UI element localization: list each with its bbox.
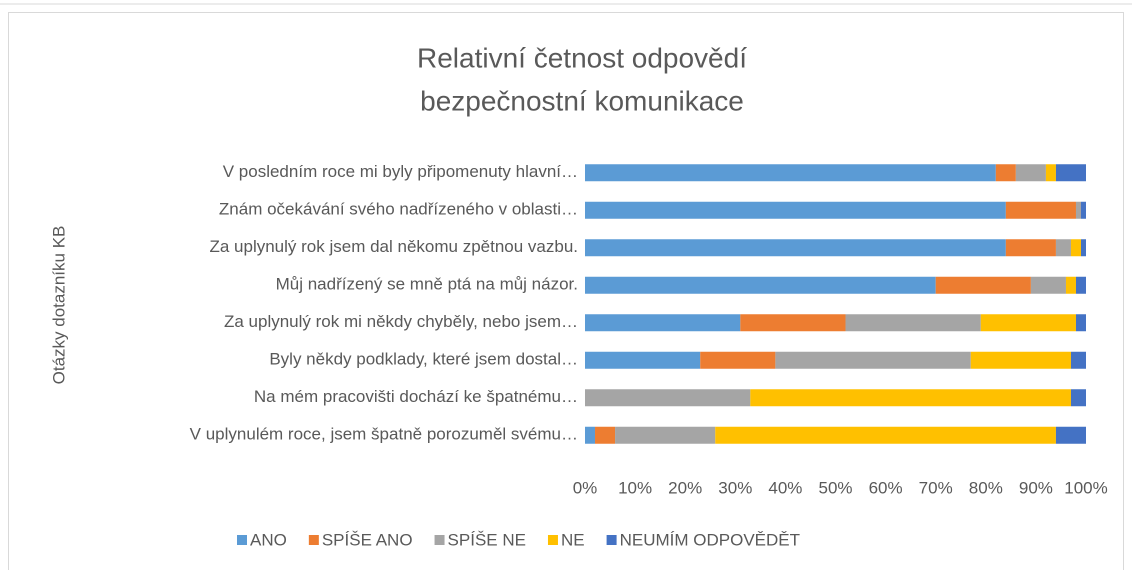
y-tick-label: Můj nadřízený se mně ptá na můj názor.	[276, 275, 578, 294]
bar-segment	[740, 314, 846, 332]
bar-segment	[845, 314, 981, 332]
bar-segment	[615, 426, 716, 444]
bar-segment	[700, 351, 776, 369]
x-tick-label: 0%	[573, 478, 598, 497]
bar-segment	[775, 351, 971, 369]
bar-segment	[995, 164, 1016, 182]
legend-label: SPÍŠE NE	[448, 530, 526, 549]
bar-segment	[585, 201, 1006, 219]
legend-swatch	[308, 535, 319, 545]
y-tick-label: V posledním roce mi byly připomenuty hla…	[223, 162, 578, 181]
x-tick-label: 50%	[818, 478, 852, 497]
bar-segment	[1065, 276, 1076, 294]
y-tick-label: Byly někdy podklady, které jsem dostal…	[269, 350, 578, 369]
bar-segment	[1080, 239, 1086, 257]
bar-segment	[980, 314, 1076, 332]
bar-segment	[1030, 276, 1066, 294]
legend-label: NEUMÍM ODPOVĚDĚT	[620, 530, 800, 549]
bar-segment	[1055, 164, 1086, 182]
legend-swatch	[547, 535, 558, 545]
bar-segment	[970, 351, 1071, 369]
bar-segment	[1045, 164, 1056, 182]
x-tick-label: 70%	[919, 478, 953, 497]
legend-label: NE	[561, 530, 585, 549]
x-tick-label: 30%	[718, 478, 752, 497]
x-tick-label: 40%	[768, 478, 802, 497]
y-tick-label: Za uplynulý rok jsem dal někomu zpětnou …	[209, 237, 578, 256]
bar-segment	[1075, 314, 1086, 332]
chart-title: bezpečnostní komunikace	[420, 85, 744, 116]
bar-segment	[1005, 201, 1076, 219]
bar-segment	[750, 389, 1071, 407]
bar-segment	[585, 276, 936, 294]
bar-segment	[585, 351, 701, 369]
chart-border	[8, 12, 1124, 570]
y-tick-label: Za uplynulý rok mi někdy chyběly, nebo j…	[224, 312, 578, 331]
y-tick-label: Znám očekávání svého nadřízeného v oblas…	[219, 200, 578, 219]
bar-segment	[585, 389, 751, 407]
bar-segment	[1070, 351, 1086, 369]
legend-swatch	[434, 535, 445, 545]
y-axis-label: Otázky dotazníku KB	[49, 226, 68, 385]
bar-segment	[585, 426, 596, 444]
y-tick-label: Na mém pracovišti dochází ke špatnému…	[254, 387, 578, 406]
x-tick-label: 20%	[668, 478, 702, 497]
legend-label: SPÍŠE ANO	[322, 530, 413, 549]
x-tick-label: 90%	[1019, 478, 1053, 497]
x-tick-label: 10%	[618, 478, 652, 497]
x-tick-label: 80%	[969, 478, 1003, 497]
x-tick-label: 60%	[869, 478, 903, 497]
x-tick-label: 100%	[1064, 478, 1107, 497]
bar-segment	[585, 314, 741, 332]
bar-segment	[1055, 426, 1086, 444]
chart-title: Relativní četnost odpovědí	[417, 42, 747, 73]
bar-segment	[935, 276, 1031, 294]
bar-segment	[585, 164, 996, 182]
bar-segment	[1005, 239, 1056, 257]
legend-swatch	[237, 535, 247, 545]
bar-segment	[595, 426, 616, 444]
bar-segment	[715, 426, 1056, 444]
bar-segment	[1015, 164, 1046, 182]
legend-label: ANO	[250, 530, 287, 549]
bar-segment	[1075, 201, 1081, 219]
y-tick-label: V uplynulém roce, jsem špatně porozuměl …	[190, 425, 578, 444]
legend-swatch	[606, 535, 617, 545]
bar-segment	[1055, 239, 1071, 257]
bar-segment	[585, 239, 1006, 257]
bar-segment	[1070, 389, 1086, 407]
bar-segment	[1075, 276, 1086, 294]
bar-segment	[1080, 201, 1086, 219]
bar-segment	[1070, 239, 1081, 257]
